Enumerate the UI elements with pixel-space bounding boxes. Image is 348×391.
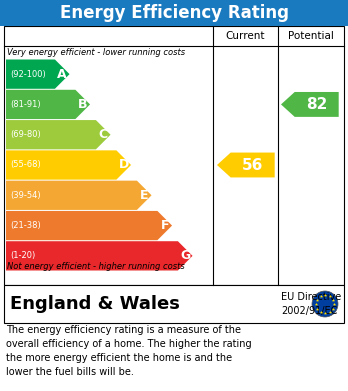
Polygon shape [217,152,275,178]
Text: E: E [140,189,149,202]
Bar [4,26,344,285]
Text: (21-38): (21-38) [10,221,41,230]
Text: F: F [160,219,169,232]
Polygon shape [6,151,131,179]
Text: (92-100): (92-100) [10,70,46,79]
Polygon shape [6,90,90,119]
Text: Current: Current [226,31,265,41]
Text: 56: 56 [242,158,263,172]
Text: Potential: Potential [288,31,334,41]
Polygon shape [6,241,192,271]
Text: Not energy efficient - higher running costs: Not energy efficient - higher running co… [7,262,185,271]
Text: (55-68): (55-68) [10,160,41,170]
Text: G: G [180,249,190,262]
Polygon shape [281,92,339,117]
Bar [0,0,348,26]
Circle shape [312,291,338,317]
Polygon shape [6,120,111,149]
Polygon shape [6,181,151,210]
Text: Very energy efficient - lower running costs: Very energy efficient - lower running co… [7,48,185,57]
Polygon shape [6,59,70,89]
Text: England & Wales: England & Wales [10,295,180,313]
Text: (1-20): (1-20) [10,251,35,260]
Text: EU Directive
2002/91/EC: EU Directive 2002/91/EC [281,292,341,316]
Text: (69-80): (69-80) [10,130,41,139]
Text: A: A [57,68,67,81]
Polygon shape [6,211,172,240]
Text: (39-54): (39-54) [10,191,41,200]
Text: D: D [119,158,129,172]
Text: 82: 82 [306,97,327,112]
Text: B: B [78,98,87,111]
Bar [4,285,344,323]
Text: C: C [99,128,108,141]
Text: (81-91): (81-91) [10,100,41,109]
Text: The energy efficiency rating is a measure of the
overall efficiency of a home. T: The energy efficiency rating is a measur… [6,325,252,377]
Text: Energy Efficiency Rating: Energy Efficiency Rating [60,4,288,22]
